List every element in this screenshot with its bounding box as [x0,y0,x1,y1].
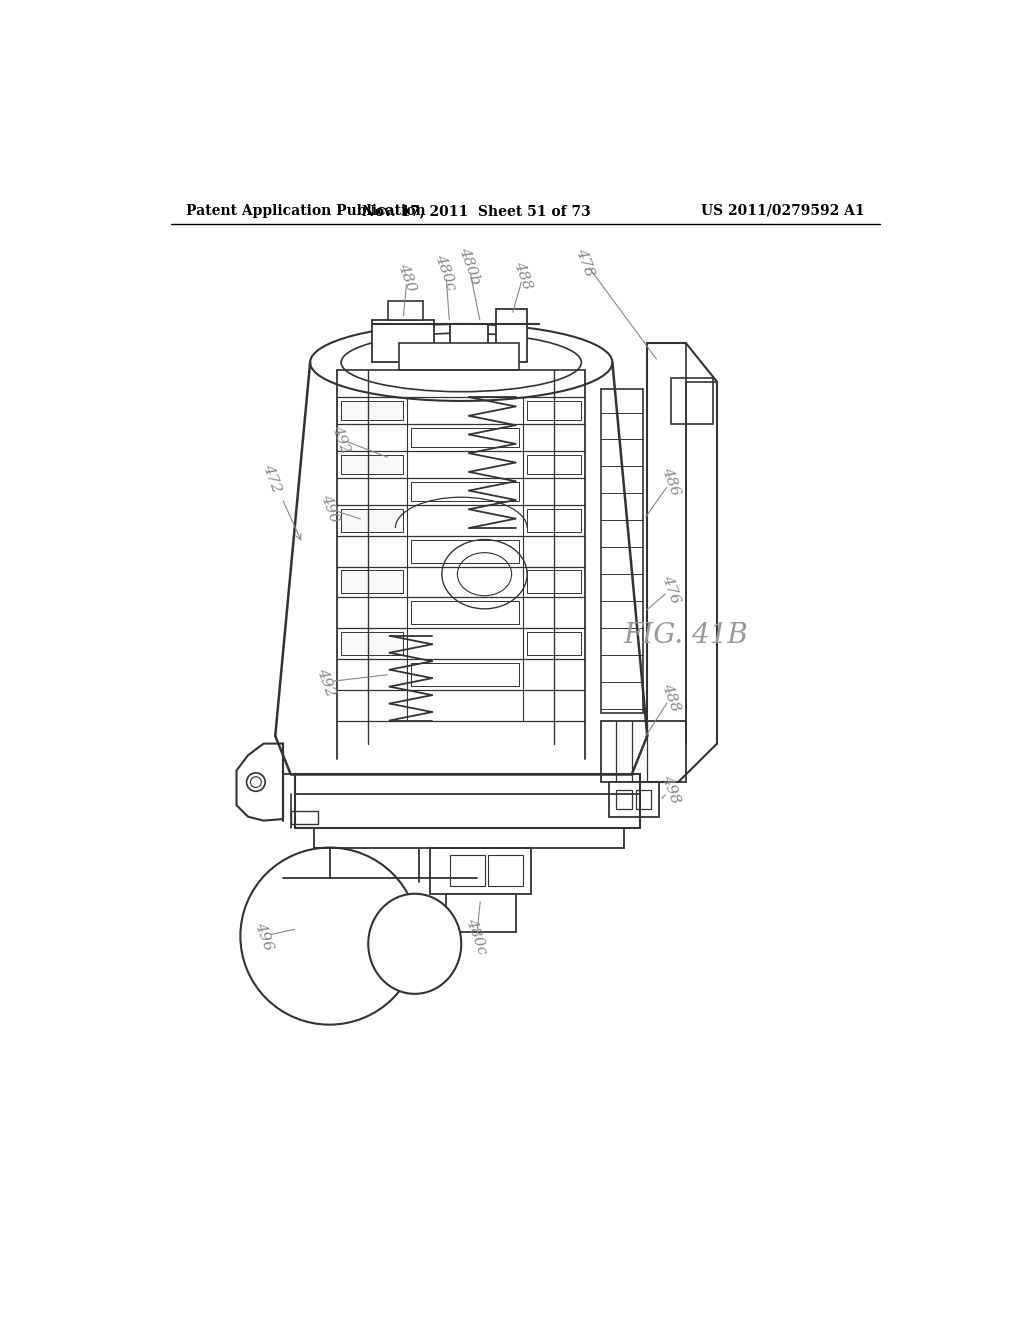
Ellipse shape [310,323,612,401]
Text: 492: 492 [314,665,337,698]
Text: 486: 486 [658,466,682,498]
Bar [341,508,403,532]
Bar [527,401,582,420]
Bar [496,309,527,363]
Bar [399,343,519,370]
Text: US 2011/0279592 A1: US 2011/0279592 A1 [700,203,864,218]
Text: 480c: 480c [464,916,489,956]
Bar [388,301,423,321]
Ellipse shape [241,847,419,1024]
Bar [671,378,713,424]
Text: 480: 480 [395,261,419,294]
Bar [341,632,403,655]
Text: 496: 496 [252,920,275,952]
Text: 498: 498 [658,774,682,807]
Text: Patent Application Publication: Patent Application Publication [186,203,426,218]
Text: 488: 488 [512,259,535,292]
Bar [636,789,651,809]
Text: 476: 476 [658,573,682,606]
Bar [527,632,582,655]
Bar [527,508,582,532]
Ellipse shape [341,333,582,392]
Bar [527,570,582,594]
Text: 490: 490 [317,492,341,525]
Bar [450,855,484,886]
Text: 480b: 480b [456,246,482,286]
Text: Nov. 17, 2011  Sheet 51 of 73: Nov. 17, 2011 Sheet 51 of 73 [362,203,591,218]
Bar [527,455,582,474]
Text: 472: 472 [260,462,283,494]
Bar [341,455,403,474]
Bar [450,323,488,363]
Bar [411,482,519,502]
Text: FIG. 41B: FIG. 41B [624,622,749,649]
Bar [488,855,523,886]
Bar [411,540,519,562]
Bar [445,894,515,932]
Text: 478: 478 [573,247,597,279]
Bar [372,321,434,363]
Bar [608,781,658,817]
Bar [341,570,403,594]
Bar [411,601,519,624]
Bar [341,401,403,420]
Bar [430,847,531,894]
Text: 488: 488 [658,681,682,714]
Bar [411,428,519,447]
Bar [601,389,643,713]
Text: 480c: 480c [433,252,459,293]
Bar [616,789,632,809]
Bar [601,721,686,781]
Bar [411,663,519,686]
Text: 492: 492 [330,424,352,455]
Ellipse shape [369,894,461,994]
Bar [291,810,317,825]
